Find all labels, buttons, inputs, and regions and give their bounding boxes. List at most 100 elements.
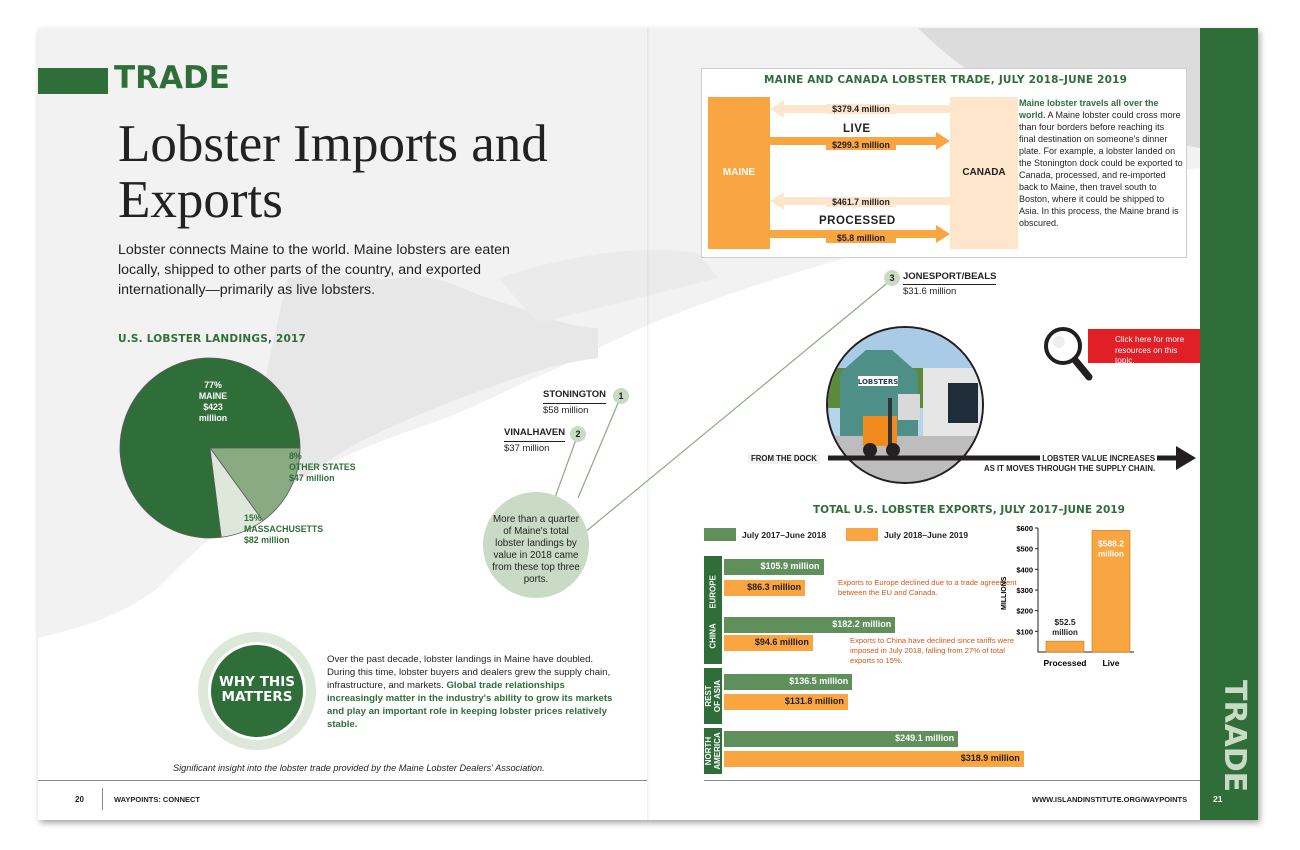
value-increase-line1: LOBSTER VALUE INCREASES [1040,454,1158,464]
pie-slice-other-states [209,447,264,538]
why-matters-badge: WHY THIS MATTERS [208,642,306,740]
port-jonesport: JONESPORT/BEALS $31.6 million [903,270,997,299]
value-increase-line2: AS IT MOVES THROUGH THE SUPPLY CHAIN. [982,464,1158,474]
maine-name: MAINE [198,391,228,401]
legend-text-2018: July 2017–June 2018 [742,530,827,540]
export-bar-label: $131.8 million [784,696,844,706]
page-title: Lobster Imports and Exports [118,115,548,229]
maine-block: MAINE [708,97,770,249]
intro-paragraph: Lobster connects Maine to the world. Mai… [118,242,510,298]
category-label: Processed [1044,658,1087,668]
why-label-line2: MATTERS [221,689,293,705]
live-import-value: $379.4 million [826,104,896,114]
other-percent: 8% [289,451,302,461]
bar-value-unit: million [1052,628,1078,637]
credit-line: Significant insight into the lobster tra… [173,763,545,773]
export-bar [724,617,896,633]
port-stonington: STONINGTON $58 million [543,388,606,418]
trade-note-strong: Maine lobster travels all over the world… [1019,98,1159,120]
category-label: Live [1102,658,1119,668]
export-bar [724,731,959,747]
export-bar [724,559,824,575]
other-value: $47 million [289,473,335,483]
china-note: Exports to China have declined since tar… [850,636,1015,665]
page-number-right: 21 [1213,794,1223,804]
legend-text-2019: July 2018–June 2019 [884,530,969,540]
processed-import-value: $461.7 million [826,197,896,207]
export-bar-label: $249.1 million [895,733,955,743]
maine-value: $423 million [198,402,228,423]
landings-title: U.S. LOBSTER LANDINGS, 2017 [118,333,307,345]
resources-link[interactable]: Click here for more resources on this to… [1088,329,1200,365]
trade-box-title: MAINE AND CANADA LOBSTER TRADE, JULY 201… [764,74,1128,86]
port-value: $31.6 million [903,286,957,297]
y-tick-label: $300 [1016,586,1033,595]
legend-swatch-2019 [846,528,878,541]
export-bar [724,674,853,690]
y-tick-label: $500 [1016,545,1033,554]
y-tick-label: $100 [1016,627,1033,636]
region-china: CHINA [704,608,722,664]
export-bar-label: $94.6 million [754,637,809,647]
other-name: OTHER STATES [289,462,356,472]
y-axis-label: MILLIONS [1001,576,1008,610]
maine-percent: 77% [204,380,222,390]
pie-slice-massachusetts [209,447,301,522]
port-value: $37 million [504,443,550,454]
pie-label-maine: 77% MAINE $423 million [188,380,238,424]
export-bar [724,580,806,596]
why-matters-text: Over the past decade, lobster landings i… [327,653,617,731]
y-tick-label: $400 [1016,565,1033,574]
region-label: EUROPE [708,575,718,609]
port-name: JONESPORT/BEALS [903,270,997,285]
export-bar-label: $86.3 million [747,582,802,592]
why-text-strong: Global trade relationships increasingly … [327,680,613,730]
region-label: NORTH AMERICA [704,732,722,770]
processed-export-value: $5.8 million [826,233,896,243]
export-bar-label: $105.9 million [760,561,820,571]
section-tab-bar [38,68,108,94]
exports-title: TOTAL U.S. LOBSTER EXPORTS, JULY 2017–JU… [813,504,1125,516]
page-number-left: 20 [75,795,84,804]
port-name: STONINGTON [543,388,606,404]
mass-name: MASSACHUSETTS [244,524,324,534]
mass-value: $82 million [244,535,290,545]
footer-rule-left [38,780,647,781]
why-label-line1: WHY THIS [219,674,295,690]
port-rank-1: 1 [613,388,629,404]
port-name: VINALHAVEN [504,426,566,442]
mass-percent: 15% [244,513,262,523]
pie-label-mass: 15% MASSACHUSETTS $82 million [244,513,323,546]
landings-pie-chart [119,357,301,539]
region-rest-of-asia: REST OF ASIA [704,668,722,724]
live-processed-chart: $100$200$300$400$500$600MILLIONS$52.5mil… [1001,524,1134,668]
ports-note-bubble: More than a quarter of Maine's total lob… [483,492,589,598]
bar-live [1091,530,1131,653]
region-label: REST OF ASIA [704,679,722,713]
live-heading: LIVE [843,123,871,135]
magnifier-icon[interactable] [1041,324,1093,382]
export-bar-label: $136.5 million [789,676,849,686]
bar-value-unit: million [1098,549,1124,558]
page-gutter [647,28,650,820]
footer-publication: WAYPOINTS: CONNECT [114,795,200,804]
y-tick-label: $200 [1016,607,1033,616]
canada-block: CANADA [950,97,1018,249]
trade-note-text: A Maine lobster could cross more than fo… [1019,110,1183,228]
region-north-america: NORTH AMERICA [704,728,722,774]
port-rank-2: 2 [570,426,586,442]
export-bar [724,751,1024,767]
y-tick-label: $600 [1016,524,1033,533]
maine-canada-trade-box: MAINE AND CANADA LOBSTER TRADE, JULY 201… [701,68,1187,258]
export-bar-label: $318.9 million [960,753,1020,763]
why-text-plain: Over the past decade, lobster landings i… [327,654,611,691]
export-bar [724,694,848,710]
live-export-value: $299.3 million [826,140,896,150]
port-vinalhaven: VINALHAVEN $37 million [504,426,566,456]
export-bar-label: $182.2 million [832,619,892,629]
from-dock-label: FROM THE DOCK [748,454,820,464]
magazine-spread: TRADE Lobster Imports and Exports Lobste… [38,28,1258,820]
side-band [1200,28,1258,820]
bar-processed [1045,640,1085,653]
photo-sign-text: LOBSTERS [858,378,899,386]
